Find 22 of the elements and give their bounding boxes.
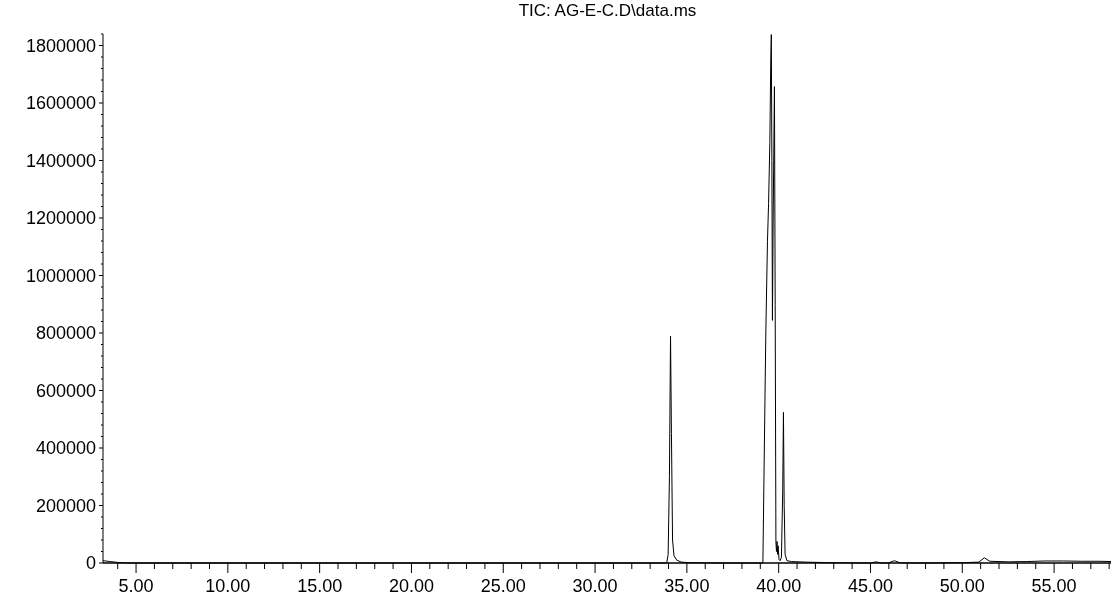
x-tick-label: 55.00 — [1031, 576, 1077, 596]
chart-title: TIC: AG-E-C.D\data.ms — [518, 1, 697, 20]
y-tick-label: 1600000 — [25, 93, 96, 114]
x-tick-label: 35.00 — [664, 576, 710, 596]
x-tick-label: 40.00 — [756, 576, 802, 596]
y-tick-label: 1800000 — [25, 35, 96, 56]
y-tick-label: 600000 — [35, 380, 96, 401]
x-tick-label: 45.00 — [847, 576, 893, 596]
x-tick-label: 10.00 — [205, 576, 251, 596]
y-tick-label: 1200000 — [25, 208, 96, 229]
y-tick-label: 1000000 — [25, 265, 96, 286]
y-tick-label: 1400000 — [25, 150, 96, 171]
y-tick-label: 400000 — [35, 438, 96, 459]
y-tick-label: 200000 — [35, 495, 96, 516]
y-tick-label: 0 — [85, 553, 96, 574]
x-tick-label: 30.00 — [572, 576, 618, 596]
y-tick-label: 800000 — [35, 323, 96, 344]
x-tick-label: 25.00 — [480, 576, 526, 596]
x-tick-label: 50.00 — [939, 576, 985, 596]
x-tick-label: 15.00 — [297, 576, 343, 596]
x-tick-label: 20.00 — [388, 576, 434, 596]
x-tick-label: 5.00 — [118, 576, 154, 596]
